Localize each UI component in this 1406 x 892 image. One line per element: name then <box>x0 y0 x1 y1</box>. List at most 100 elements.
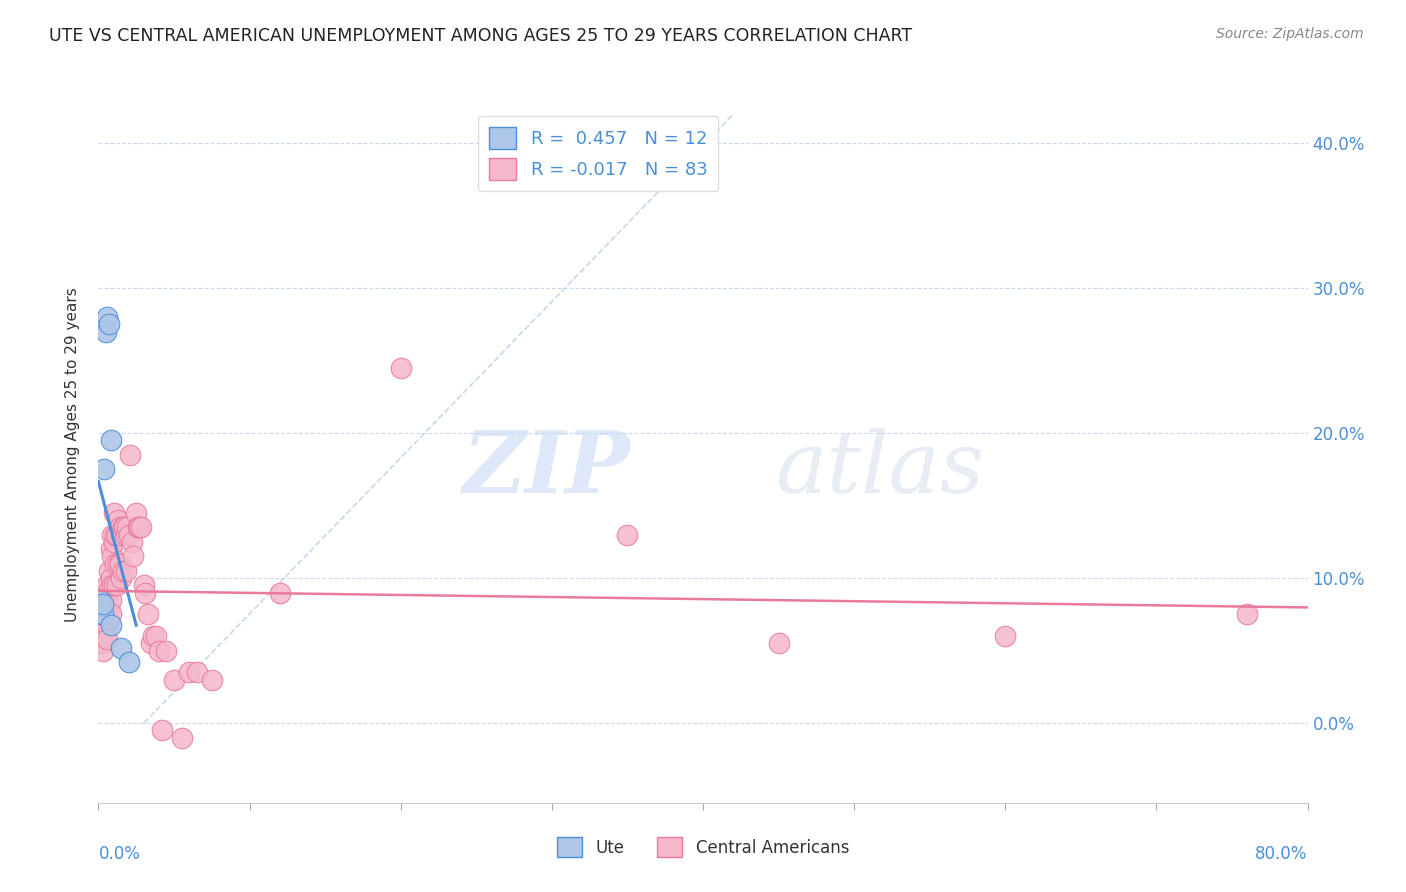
Point <box>93 629 115 643</box>
Point <box>201 673 224 687</box>
Point <box>93 462 115 476</box>
Point <box>89 622 111 636</box>
Point <box>103 534 125 549</box>
Point <box>100 617 122 632</box>
Point <box>103 578 125 592</box>
Point <box>389 361 412 376</box>
Point <box>163 673 186 687</box>
Point <box>94 585 117 599</box>
Point <box>132 578 155 592</box>
Point <box>129 520 152 534</box>
Point <box>121 534 143 549</box>
Point <box>96 592 118 607</box>
Point <box>120 448 142 462</box>
Point <box>110 527 132 541</box>
Point <box>114 527 136 541</box>
Point <box>98 600 121 615</box>
Point <box>269 585 291 599</box>
Point <box>98 318 121 332</box>
Point <box>96 603 118 617</box>
Point <box>90 636 112 650</box>
Point <box>105 578 128 592</box>
Point <box>108 557 131 571</box>
Point <box>141 636 163 650</box>
Text: Source: ZipAtlas.com: Source: ZipAtlas.com <box>1216 27 1364 41</box>
Point <box>111 564 134 578</box>
Point <box>103 506 125 520</box>
Point <box>100 592 122 607</box>
Text: 80.0%: 80.0% <box>1256 845 1308 863</box>
Point <box>136 607 159 622</box>
Point <box>104 557 127 571</box>
Point <box>100 607 122 622</box>
Point <box>128 520 150 534</box>
Point <box>93 607 115 622</box>
Point <box>114 564 136 578</box>
Point <box>91 607 114 622</box>
Point <box>112 520 135 534</box>
Point <box>105 527 128 541</box>
Point <box>107 513 129 527</box>
Legend: Ute, Central Americans: Ute, Central Americans <box>550 830 856 864</box>
Point <box>134 585 156 599</box>
Point <box>96 310 118 325</box>
Point <box>150 723 173 738</box>
Point <box>107 557 129 571</box>
Text: atlas: atlas <box>776 427 984 510</box>
Point <box>616 527 638 541</box>
Point <box>93 622 115 636</box>
Point <box>94 325 117 339</box>
Point <box>101 549 124 564</box>
Point <box>93 592 115 607</box>
Point <box>96 617 118 632</box>
Point <box>145 629 167 643</box>
Point <box>90 622 112 636</box>
Point <box>127 520 149 534</box>
Point <box>100 571 122 585</box>
Point <box>96 578 118 592</box>
Point <box>98 612 121 626</box>
Point <box>91 592 114 607</box>
Point <box>179 665 201 680</box>
Point <box>118 527 141 541</box>
Point <box>101 527 124 541</box>
Point <box>768 636 790 650</box>
Point <box>108 520 131 534</box>
Y-axis label: Unemployment Among Ages 25 to 29 years: Unemployment Among Ages 25 to 29 years <box>65 287 80 623</box>
Point <box>155 643 177 657</box>
Point <box>94 615 117 629</box>
Point <box>98 582 121 597</box>
Point <box>110 640 132 655</box>
Point <box>125 506 148 520</box>
Point <box>89 592 111 607</box>
Point <box>90 607 112 622</box>
Point <box>170 731 193 745</box>
Point <box>142 629 165 643</box>
Point <box>104 527 127 541</box>
Point <box>110 571 132 585</box>
Point <box>91 636 114 650</box>
Point <box>994 629 1017 643</box>
Point <box>115 520 138 534</box>
Point <box>122 549 145 564</box>
Text: UTE VS CENTRAL AMERICAN UNEMPLOYMENT AMONG AGES 25 TO 29 YEARS CORRELATION CHART: UTE VS CENTRAL AMERICAN UNEMPLOYMENT AMO… <box>49 27 912 45</box>
Point <box>89 636 111 650</box>
Point <box>118 655 141 669</box>
Point <box>94 629 117 643</box>
Point <box>98 564 121 578</box>
Point <box>91 643 114 657</box>
Point <box>100 542 122 557</box>
Point <box>101 578 124 592</box>
Point <box>111 520 134 534</box>
Text: ZIP: ZIP <box>463 427 630 510</box>
Point <box>96 632 118 646</box>
Point <box>90 607 112 622</box>
Point <box>94 600 117 615</box>
Point <box>91 597 114 611</box>
Point <box>186 665 208 680</box>
Point <box>100 434 122 448</box>
Point <box>148 643 170 657</box>
Point <box>94 607 117 622</box>
Point <box>1236 607 1258 622</box>
Point <box>91 612 114 626</box>
